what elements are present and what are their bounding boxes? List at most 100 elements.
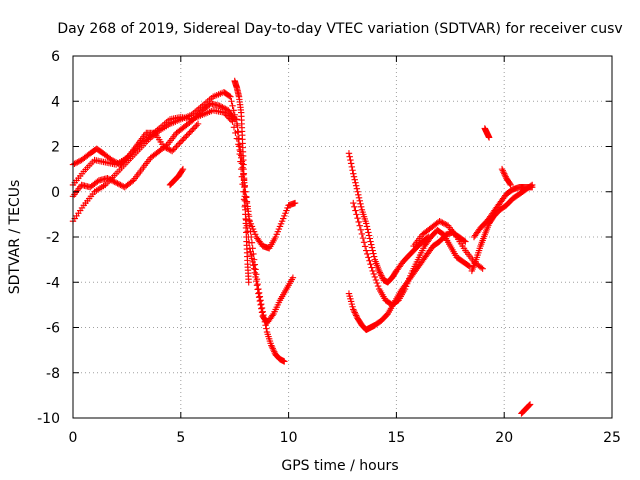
data-point bbox=[112, 159, 120, 166]
data-point bbox=[168, 147, 176, 155]
data-point bbox=[107, 176, 114, 183]
data-point bbox=[500, 168, 507, 176]
data-point bbox=[360, 239, 368, 246]
series-arc-9 bbox=[345, 229, 469, 333]
data-point bbox=[357, 203, 365, 211]
data-point bbox=[235, 128, 242, 136]
data-point bbox=[237, 148, 244, 155]
data-point bbox=[253, 271, 260, 278]
data-point bbox=[249, 245, 256, 252]
data-point bbox=[359, 234, 367, 242]
data-point bbox=[352, 312, 360, 319]
data-point bbox=[104, 174, 111, 182]
y-tick-label: 4 bbox=[51, 94, 60, 110]
data-point bbox=[232, 129, 239, 137]
data-point bbox=[75, 158, 82, 165]
data-point bbox=[526, 401, 533, 409]
series-arc-1 bbox=[69, 89, 297, 327]
data-point bbox=[235, 135, 243, 142]
data-point bbox=[368, 241, 375, 248]
data-point bbox=[289, 274, 297, 281]
data-point bbox=[251, 261, 259, 268]
data-point bbox=[226, 92, 233, 100]
data-point bbox=[281, 358, 288, 365]
data-point bbox=[529, 184, 536, 191]
chart-title: Day 268 of 2019, Sidereal Day-to-day VTE… bbox=[57, 21, 622, 37]
data-point bbox=[235, 141, 242, 148]
data-point bbox=[347, 160, 355, 167]
data-point bbox=[461, 237, 468, 244]
data-point bbox=[368, 244, 376, 251]
data-point bbox=[257, 297, 264, 304]
data-point bbox=[115, 181, 123, 188]
data-point bbox=[499, 167, 506, 174]
data-point bbox=[365, 232, 373, 239]
data-point bbox=[258, 304, 266, 312]
data-point bbox=[269, 312, 276, 319]
data-point bbox=[363, 223, 371, 230]
data-point bbox=[256, 293, 264, 300]
data-point bbox=[250, 256, 258, 263]
data-point bbox=[180, 135, 187, 143]
data-point bbox=[191, 123, 199, 131]
data-point bbox=[245, 211, 252, 218]
data-point bbox=[436, 217, 443, 225]
data-point bbox=[124, 153, 131, 161]
series-arc-10 bbox=[350, 199, 473, 309]
data-point bbox=[348, 163, 356, 171]
data-point bbox=[271, 348, 278, 355]
data-point bbox=[239, 165, 246, 173]
y-tick-label: -4 bbox=[46, 275, 60, 291]
data-point bbox=[352, 179, 359, 186]
data-point bbox=[365, 229, 372, 236]
data-point bbox=[363, 247, 370, 254]
data-point bbox=[465, 262, 472, 269]
data-point bbox=[352, 182, 360, 189]
data-point bbox=[268, 343, 276, 351]
y-axis-label: SDTVAR / TECUs bbox=[7, 180, 23, 295]
data-point bbox=[184, 131, 192, 138]
data-point bbox=[366, 235, 374, 242]
data-point bbox=[238, 160, 246, 167]
data-point bbox=[167, 147, 174, 154]
series-arc-16 bbox=[518, 401, 534, 417]
data-point bbox=[250, 250, 257, 258]
data-point bbox=[223, 112, 230, 119]
data-point bbox=[498, 165, 506, 173]
data-point bbox=[108, 177, 116, 184]
data-point bbox=[355, 218, 362, 226]
data-point bbox=[229, 102, 236, 109]
data-point bbox=[220, 104, 228, 112]
data-point bbox=[183, 132, 190, 140]
data-point bbox=[462, 238, 469, 245]
data-point bbox=[194, 111, 202, 119]
data-point bbox=[253, 282, 261, 289]
data-point bbox=[173, 143, 180, 150]
y-tick-label: 2 bbox=[51, 140, 60, 156]
data-point bbox=[263, 325, 270, 332]
x-tick-label: 5 bbox=[176, 430, 185, 446]
data-point bbox=[507, 181, 514, 189]
data-point bbox=[261, 318, 269, 326]
data-point bbox=[245, 279, 252, 286]
series-arc-6 bbox=[233, 116, 288, 365]
data-point bbox=[354, 214, 361, 222]
data-point bbox=[377, 270, 384, 278]
data-point bbox=[105, 175, 113, 183]
data-point bbox=[250, 265, 258, 272]
data-point bbox=[243, 199, 251, 207]
data-point bbox=[349, 167, 356, 174]
data-point bbox=[350, 306, 357, 313]
data-point bbox=[351, 309, 358, 316]
data-point bbox=[361, 243, 369, 250]
data-point bbox=[356, 197, 363, 204]
data-point bbox=[74, 159, 81, 166]
data-point bbox=[160, 143, 167, 150]
data-point bbox=[112, 179, 120, 186]
data-point bbox=[353, 185, 361, 192]
data-point bbox=[108, 156, 116, 164]
data-point bbox=[179, 167, 186, 174]
data-point bbox=[526, 401, 534, 408]
data-point bbox=[347, 156, 354, 164]
data-point bbox=[237, 154, 245, 162]
